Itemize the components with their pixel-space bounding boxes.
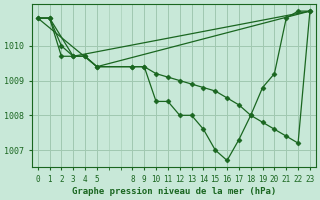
X-axis label: Graphe pression niveau de la mer (hPa): Graphe pression niveau de la mer (hPa) — [72, 187, 276, 196]
